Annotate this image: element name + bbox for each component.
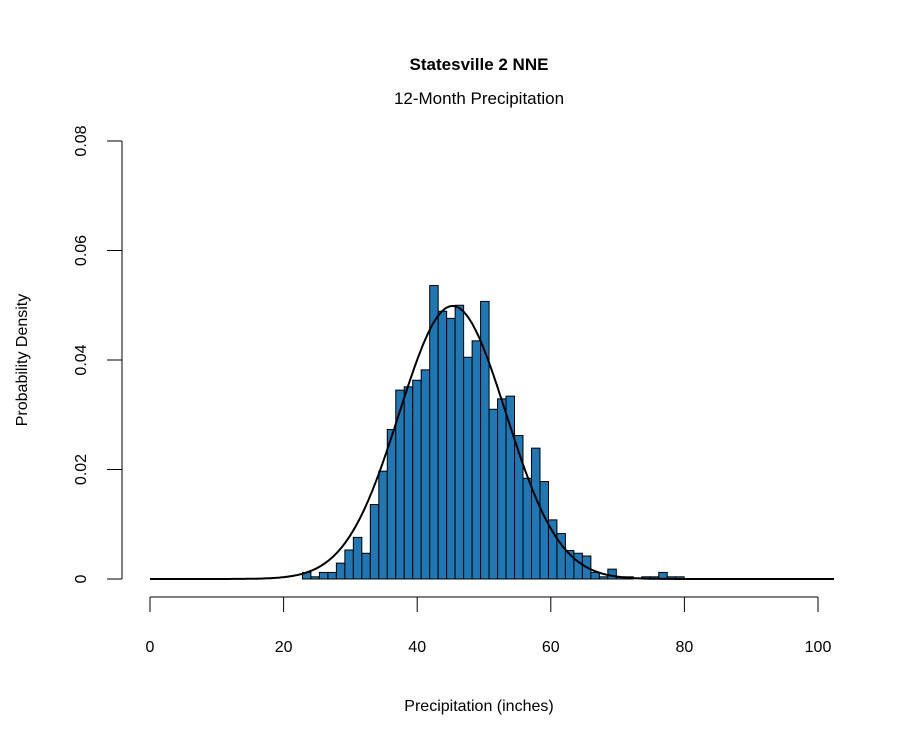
histogram-bar [446,317,456,580]
histogram-bar [497,398,507,580]
x-tick-label: 40 [408,639,426,656]
histogram-bar [590,571,600,580]
x-tick-label: 60 [542,639,560,656]
histogram-bar [310,576,320,580]
y-axis-label: Probability Density [14,294,31,427]
histogram-bar [547,519,558,580]
axes: 0 20 40 60 80 100 0 0.02 0.04 0.06 0.08 [73,125,831,656]
histogram-bar [386,429,397,580]
histogram-bar [463,356,473,580]
y-tick-label: 0.02 [73,454,90,485]
histogram-bar [369,504,380,580]
histogram-bar [378,470,388,580]
histogram-bar [539,481,549,580]
histogram-bar [318,571,329,580]
histogram-bar [454,304,465,580]
histogram-bar [488,408,499,580]
x-tick-label: 0 [146,639,155,656]
x-tick-label: 100 [805,639,832,656]
fit-curve-group [150,305,834,580]
histogram-bar [471,340,482,580]
histogram-bar [522,477,532,580]
histogram-bar [573,552,583,580]
y-tick-label: 0.04 [73,344,90,375]
histogram-bar [530,447,541,580]
histogram-bar [607,568,617,580]
histogram-bar [412,379,422,580]
histogram-bar [514,435,524,580]
x-axis-label: Precipitation (inches) [404,698,553,715]
normal-fit-curve [150,305,834,580]
y-tick-label: 0 [73,574,90,583]
histogram-bar [352,536,363,580]
chart-title: Statesville 2 NNE [410,55,549,74]
histogram-bar [344,549,354,580]
histogram-bar [335,562,346,580]
histogram-bars [301,285,685,580]
histogram-bar [327,571,337,580]
histogram-bar [361,552,371,580]
histogram-bar [420,369,431,580]
histogram-bar [403,386,414,580]
histogram-bar [598,576,609,580]
chart-subtitle: 12-Month Precipitation [394,89,564,108]
y-tick-label: 0.08 [73,125,90,156]
histogram-bar [437,310,448,580]
y-tick-label: 0.06 [73,235,90,266]
x-tick-label: 20 [275,639,293,656]
x-tick-label: 80 [676,639,694,656]
